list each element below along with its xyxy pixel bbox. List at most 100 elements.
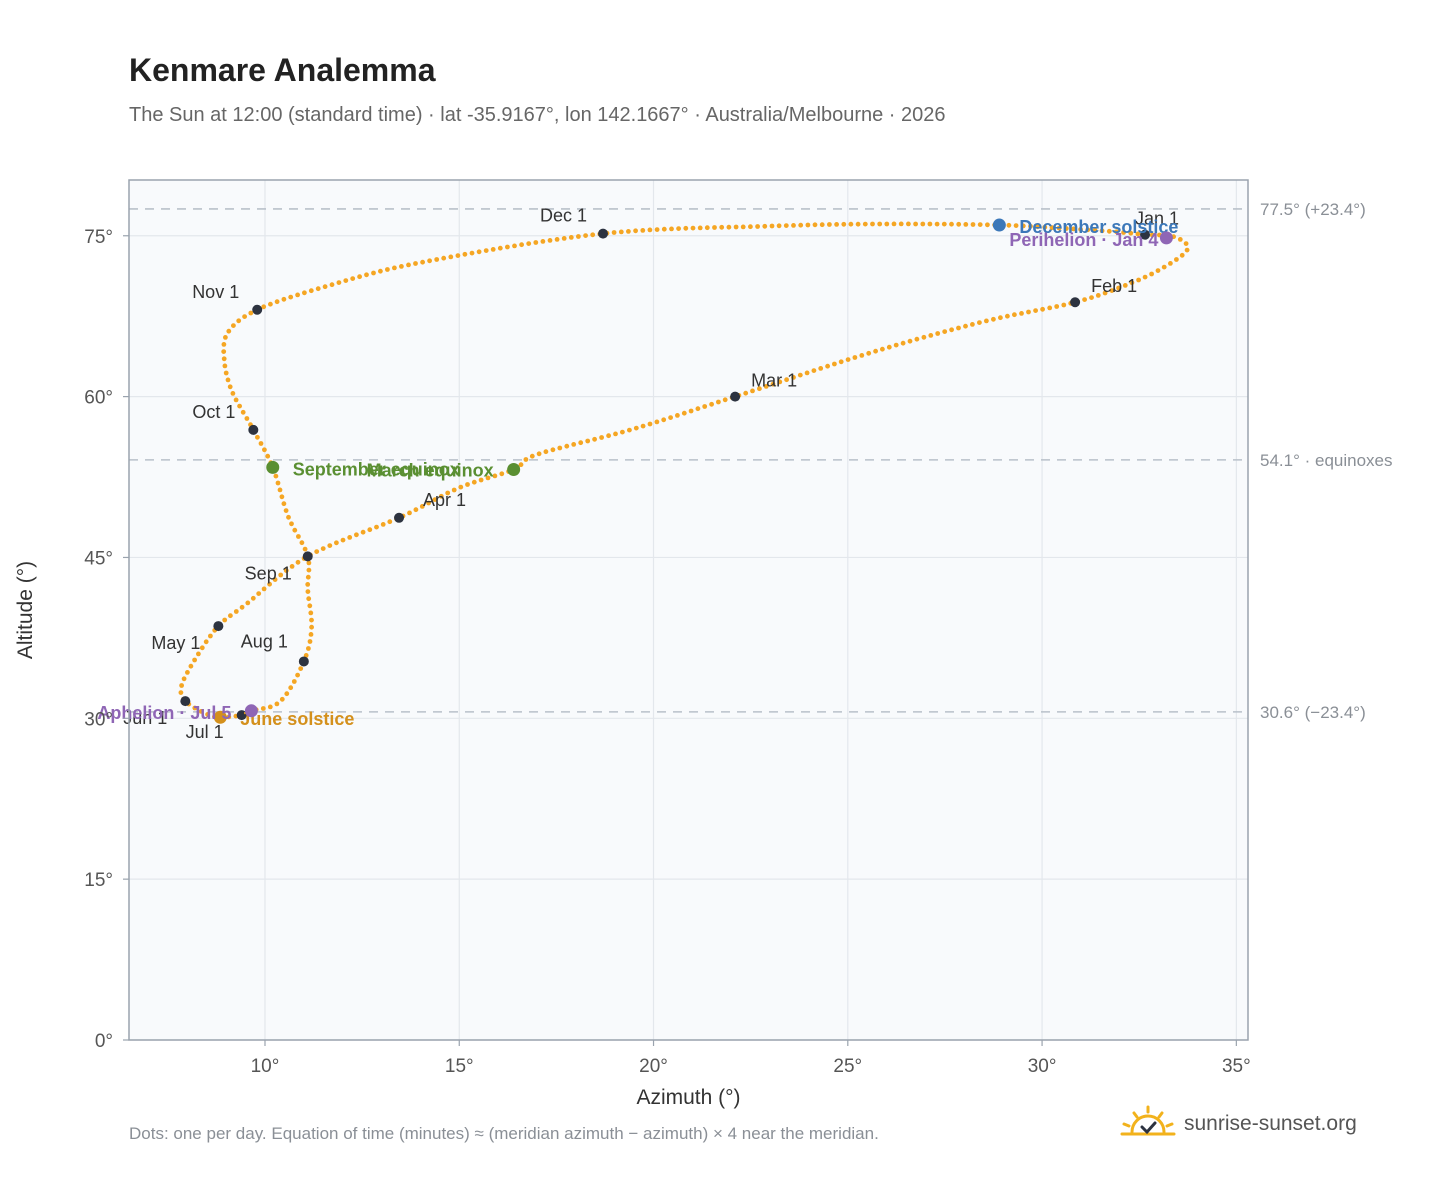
daily-sun-dot xyxy=(709,401,714,407)
daily-sun-dot xyxy=(543,449,549,455)
daily-sun-dot xyxy=(490,247,496,252)
daily-sun-dot xyxy=(250,595,256,601)
daily-sun-dot xyxy=(329,282,335,288)
daily-sun-dot xyxy=(295,559,301,565)
daily-sun-dot xyxy=(1149,271,1154,277)
daily-sun-dot xyxy=(222,617,228,623)
daily-sun-dot xyxy=(791,223,796,228)
daily-sun-dot xyxy=(1184,247,1190,253)
daily-sun-dot xyxy=(499,471,505,477)
daily-sun-dot xyxy=(1047,305,1053,311)
month-marker-mar-1 xyxy=(730,391,741,402)
reference-line-label: 54.1° · equinoxes xyxy=(1260,451,1393,470)
daily-sun-dot xyxy=(797,372,803,378)
daily-sun-dot xyxy=(360,529,366,535)
daily-sun-dot xyxy=(306,646,311,651)
daily-sun-dot xyxy=(712,225,717,230)
daily-sun-dot xyxy=(255,434,260,440)
daily-sun-dot xyxy=(1099,228,1105,234)
daily-sun-dot xyxy=(387,519,393,525)
daily-sun-dot xyxy=(343,278,349,283)
daily-sun-dot xyxy=(523,457,529,462)
daily-sun-dot xyxy=(221,349,227,354)
sun-logo-icon xyxy=(1120,1105,1176,1136)
daily-sun-dot xyxy=(592,436,597,442)
daily-sun-dot xyxy=(755,224,760,229)
daily-sun-dot xyxy=(859,353,865,358)
daily-sun-dot xyxy=(571,442,577,447)
daily-sun-dot xyxy=(283,568,289,573)
daily-sun-dot xyxy=(1033,308,1038,313)
daily-sun-dot xyxy=(228,613,233,619)
daily-sun-dot xyxy=(695,406,701,412)
daily-sun-dot xyxy=(292,527,298,533)
daily-sun-dot xyxy=(305,574,311,580)
daily-sun-dot xyxy=(838,359,844,365)
daily-sun-dot xyxy=(1174,257,1179,262)
daily-sun-dot xyxy=(296,534,301,539)
daily-sun-dot xyxy=(277,487,283,493)
daily-sun-dot xyxy=(451,487,457,493)
daily-sun-dot xyxy=(267,704,273,710)
daily-sun-dot xyxy=(281,296,287,302)
daily-sun-dot xyxy=(935,331,941,336)
daily-sun-dot xyxy=(307,639,313,644)
daily-sun-dot xyxy=(302,290,307,296)
daily-sun-dot xyxy=(557,445,563,451)
month-marker-jun-1 xyxy=(180,696,191,707)
daily-sun-dot xyxy=(286,514,291,520)
daily-sun-dot xyxy=(970,222,976,227)
daily-sun-dot xyxy=(1155,268,1161,273)
daily-sun-dot xyxy=(309,624,314,630)
daily-sun-dot xyxy=(225,377,231,383)
daily-sun-dot xyxy=(458,484,464,490)
brand-name: sunrise-sunset.org xyxy=(1184,1112,1357,1135)
daily-sun-dot xyxy=(941,221,947,227)
daily-sun-dot xyxy=(862,221,868,227)
daily-sun-dot xyxy=(295,672,300,678)
daily-sun-dot xyxy=(1035,224,1040,230)
month-marker-nov-1 xyxy=(252,304,263,315)
daily-sun-dot xyxy=(305,589,311,594)
daily-sun-dot xyxy=(198,709,204,714)
daily-sun-dot xyxy=(380,522,386,527)
daily-sun-dot xyxy=(877,221,883,227)
daily-sun-dot xyxy=(199,645,205,651)
daily-sun-dot xyxy=(230,391,236,396)
daily-sun-dot xyxy=(406,262,411,268)
daily-sun-dot xyxy=(309,617,314,623)
reference-line-label: 77.5° (+23.4°) xyxy=(1260,200,1366,219)
daily-sun-dot xyxy=(928,333,934,338)
daily-sun-dot xyxy=(791,375,796,380)
event-label: December solstice xyxy=(1019,217,1178,237)
daily-sun-dot xyxy=(784,377,789,383)
daily-sun-dot xyxy=(242,314,248,319)
daily-sun-dot xyxy=(178,690,184,695)
daily-sun-dot xyxy=(497,245,503,251)
daily-sun-dot xyxy=(448,254,454,260)
daily-sun-dot xyxy=(1116,285,1121,291)
daily-sun-dot xyxy=(1092,227,1098,233)
daily-sun-dot xyxy=(240,409,246,415)
daily-sun-dot xyxy=(1020,223,1026,229)
daily-sun-dot xyxy=(434,257,440,262)
daily-sun-dot xyxy=(462,251,468,257)
daily-sun-dot xyxy=(675,413,680,418)
daily-sun-dot xyxy=(599,435,604,440)
daily-sun-dot xyxy=(627,427,632,433)
daily-sun-dot xyxy=(613,431,618,437)
y-tick-label: 45° xyxy=(84,548,113,569)
daily-sun-dot xyxy=(777,379,783,385)
daily-sun-dot xyxy=(776,223,782,229)
daily-sun-dot xyxy=(485,475,491,481)
brand[interactable]: sunrise-sunset.org xyxy=(1120,1104,1357,1144)
daily-sun-dot xyxy=(769,223,775,229)
daily-sun-dot xyxy=(668,415,673,420)
month-label: Nov 1 xyxy=(192,282,239,302)
daily-sun-dot xyxy=(340,537,346,543)
month-marker-feb-1 xyxy=(1070,297,1081,308)
event-marker-december-solstice xyxy=(992,218,1006,232)
daily-sun-dot xyxy=(302,546,308,552)
daily-sun-dot xyxy=(977,320,982,325)
daily-sun-dot xyxy=(236,318,242,324)
